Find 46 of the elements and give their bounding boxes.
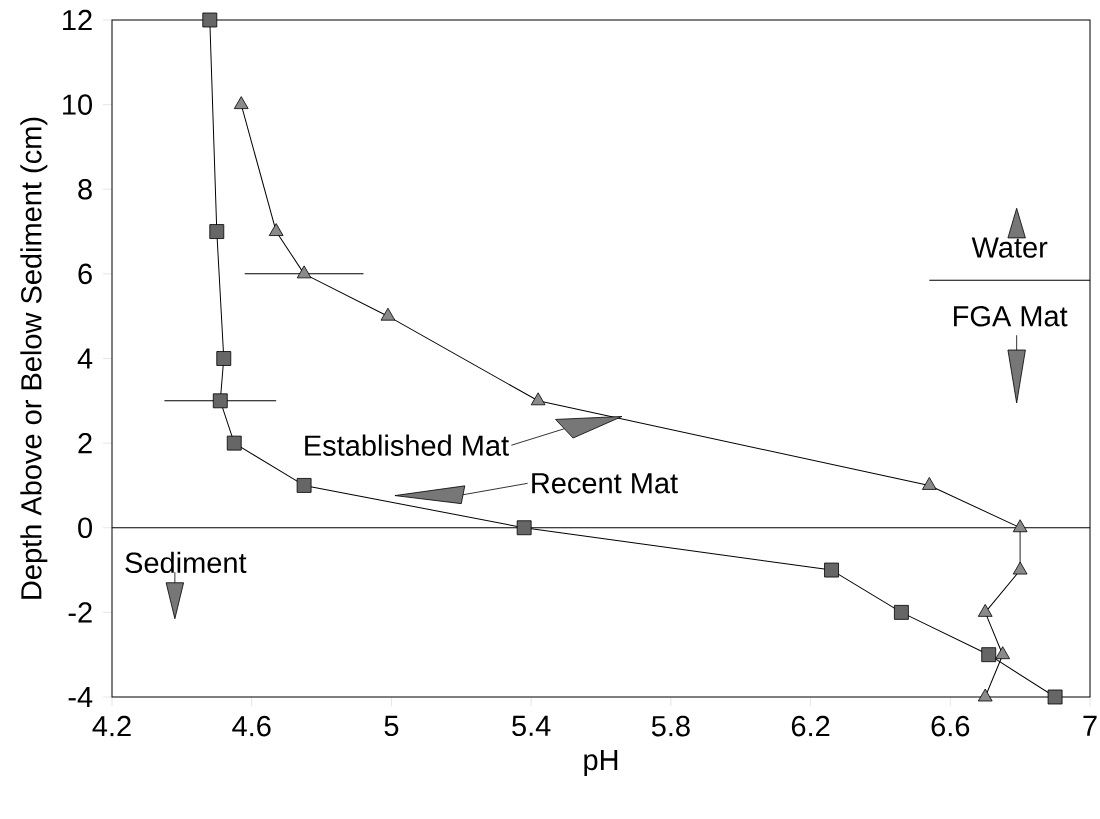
x-tick-label: 4.2: [92, 715, 131, 737]
point: [380, 307, 396, 321]
point: [268, 223, 284, 236]
point: [202, 12, 218, 28]
x-tick-label: 7: [1083, 715, 1097, 736]
point: [216, 351, 232, 366]
point: [1012, 519, 1028, 533]
annotation: Water: [971, 237, 1048, 258]
x-tick-label: 5: [384, 715, 399, 737]
x-tick-label: 6.6: [931, 715, 970, 737]
y-tick-label: 10: [63, 94, 92, 115]
x-tick-label: 5.8: [651, 715, 690, 737]
annotation: FGA Mat: [954, 305, 1068, 327]
point: [1012, 561, 1028, 575]
point: [530, 392, 546, 406]
point: [209, 224, 225, 239]
x-tick-label: 5.4: [512, 715, 551, 737]
point: [893, 604, 909, 620]
point: [212, 393, 228, 409]
x-tick-label: 4.6: [232, 715, 271, 737]
point: [995, 646, 1011, 660]
point: [824, 562, 839, 578]
point: [981, 647, 997, 663]
x-tick-label: 6.2: [791, 715, 830, 737]
y-axis-title: Depth Above or Below Sediment (cm): [20, 117, 48, 599]
y-tick-label: 0: [78, 517, 92, 539]
y-tick-label: 2: [78, 433, 92, 454]
y-tick-label: 12: [63, 9, 92, 31]
point: [226, 435, 242, 451]
annotation: Sediment: [125, 551, 247, 574]
point: [977, 688, 993, 702]
point: [977, 603, 993, 617]
point: [1047, 689, 1063, 705]
y-tick-label: -2: [68, 602, 92, 623]
y-tick-label: -4: [68, 687, 93, 707]
y-tick-label: 4: [77, 348, 93, 369]
point: [233, 96, 249, 110]
y-tick-label: 6: [78, 263, 92, 285]
series-label: Established Mat: [305, 434, 509, 456]
point: [296, 265, 312, 279]
y-tick-label: 8: [78, 178, 92, 200]
point: [922, 477, 937, 490]
point: [516, 520, 532, 536]
legend-label: Recent Mat: [532, 473, 678, 494]
x-axis-title: pH: [584, 749, 618, 776]
point: [296, 478, 312, 493]
